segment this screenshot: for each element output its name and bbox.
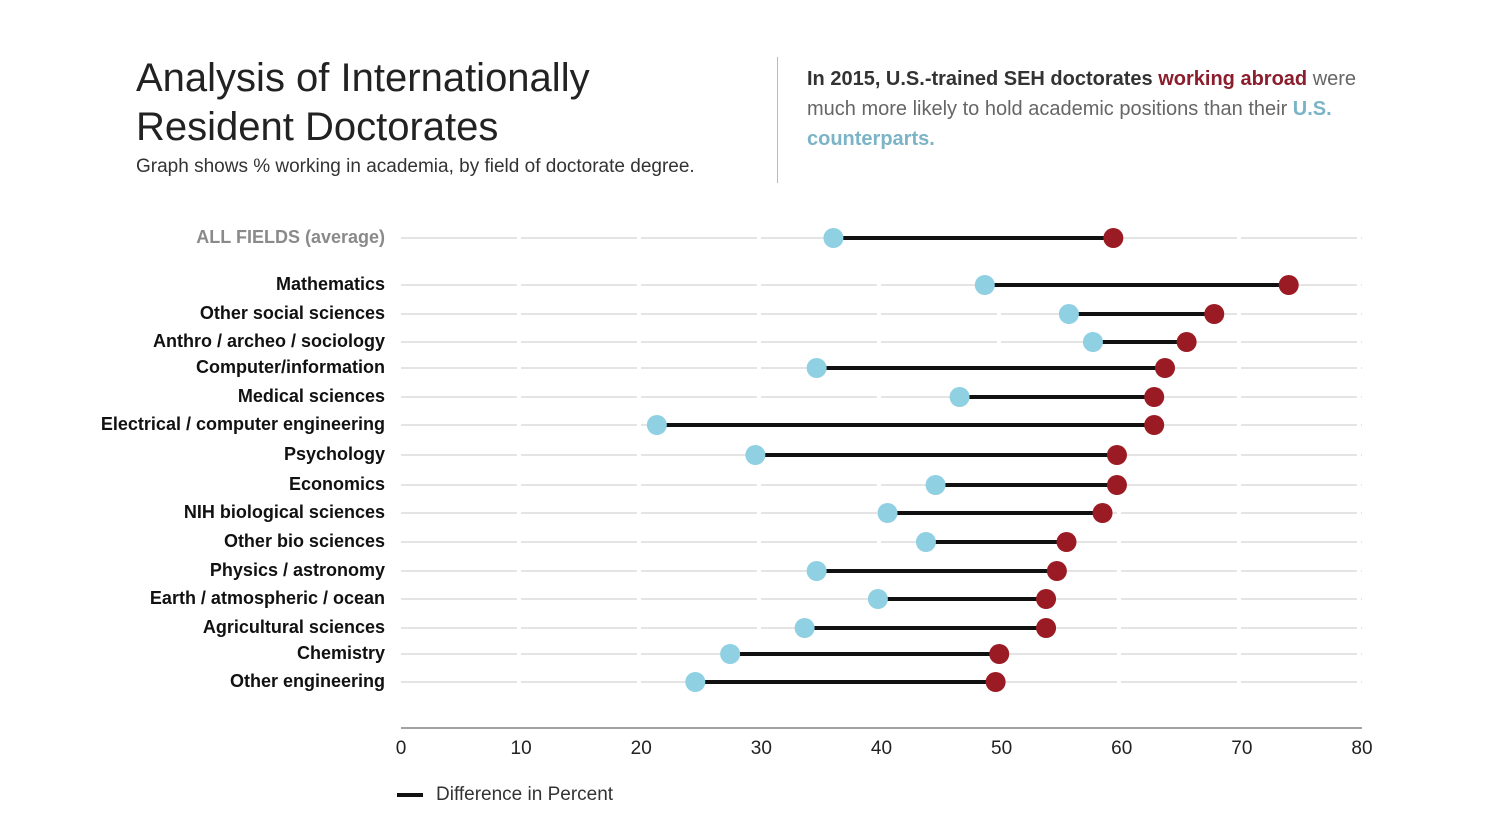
category-label: Computer/information xyxy=(196,357,385,377)
us-counterparts-point xyxy=(915,532,936,552)
x-tick-label: 70 xyxy=(1231,738,1252,759)
us-counterparts-point xyxy=(794,618,815,638)
category-label: Earth / atmospheric / ocean xyxy=(150,588,385,608)
working-abroad-point xyxy=(1144,387,1165,407)
working-abroad-point xyxy=(1176,332,1197,352)
us-counterparts-point xyxy=(745,445,766,465)
working-abroad-point xyxy=(1154,358,1175,378)
category-label: Psychology xyxy=(284,444,385,464)
x-tick-label: 20 xyxy=(631,738,652,759)
us-counterparts-point xyxy=(877,503,898,523)
us-counterparts-point xyxy=(806,561,827,581)
category-label: Other social sciences xyxy=(200,303,385,323)
working-abroad-point xyxy=(1204,304,1225,324)
working-abroad-point xyxy=(1056,532,1077,552)
us-counterparts-point xyxy=(1058,304,1079,324)
headline-us: U.S. counterparts. xyxy=(807,98,1332,150)
us-counterparts-point xyxy=(720,644,741,664)
category-label: Other bio sciences xyxy=(224,531,385,551)
us-counterparts-point xyxy=(823,228,844,248)
chart-title: Analysis of Internationally Resident Doc… xyxy=(136,56,590,149)
x-tick-label: 10 xyxy=(511,738,532,759)
headline-lead: In 2015, U.S.-trained SEH doctorates xyxy=(807,68,1153,90)
working-abroad-point xyxy=(1106,475,1127,495)
category-label: NIH biological sciences xyxy=(184,502,385,522)
x-tick-label: 50 xyxy=(991,738,1012,759)
us-counterparts-point xyxy=(806,358,827,378)
x-tick-label: 0 xyxy=(396,738,407,759)
legend-label: Difference in Percent xyxy=(436,784,614,805)
us-counterparts-point xyxy=(974,275,995,295)
working-abroad-point xyxy=(1046,561,1067,581)
category-label: Mathematics xyxy=(276,274,385,294)
us-counterparts-point xyxy=(646,415,667,435)
headline: In 2015, U.S.-trained SEH doctorates wor… xyxy=(807,64,1387,154)
category-label: Anthro / archeo / sociology xyxy=(153,331,385,351)
working-abroad-point xyxy=(1103,228,1124,248)
category-label: Electrical / computer engineering xyxy=(101,414,385,434)
category-label: Other engineering xyxy=(230,671,385,691)
working-abroad-point xyxy=(1036,618,1057,638)
us-counterparts-point xyxy=(925,475,946,495)
category-label: Economics xyxy=(289,474,385,494)
header-divider xyxy=(777,57,778,183)
us-counterparts-point xyxy=(1082,332,1103,352)
working-abroad-point xyxy=(989,644,1010,664)
working-abroad-point xyxy=(985,672,1006,692)
category-label: Physics / astronomy xyxy=(210,560,385,580)
us-counterparts-point xyxy=(685,672,706,692)
working-abroad-point xyxy=(1106,445,1127,465)
category-label: ALL FIELDS (average) xyxy=(196,227,385,247)
category-label: Chemistry xyxy=(297,643,385,663)
legend: Difference in Percent xyxy=(397,784,613,806)
category-label: Agricultural sciences xyxy=(203,617,385,637)
chart-subtitle: Graph shows % working in academia, by fi… xyxy=(136,156,695,177)
x-tick-label: 80 xyxy=(1351,738,1372,759)
working-abroad-point xyxy=(1036,589,1057,609)
x-tick-label: 40 xyxy=(871,738,892,759)
category-label: Medical sciences xyxy=(238,386,385,406)
working-abroad-point xyxy=(1278,275,1299,295)
x-tick-label: 30 xyxy=(751,738,772,759)
us-counterparts-point xyxy=(867,589,888,609)
headline-abroad: working abroad xyxy=(1158,68,1308,90)
legend-swatch xyxy=(397,793,423,797)
headline-mid: were much more likely to hold academic p… xyxy=(807,68,1357,120)
x-tick-label: 60 xyxy=(1111,738,1132,759)
working-abroad-point xyxy=(1144,415,1165,435)
us-counterparts-point xyxy=(949,387,970,407)
working-abroad-point xyxy=(1092,503,1113,523)
